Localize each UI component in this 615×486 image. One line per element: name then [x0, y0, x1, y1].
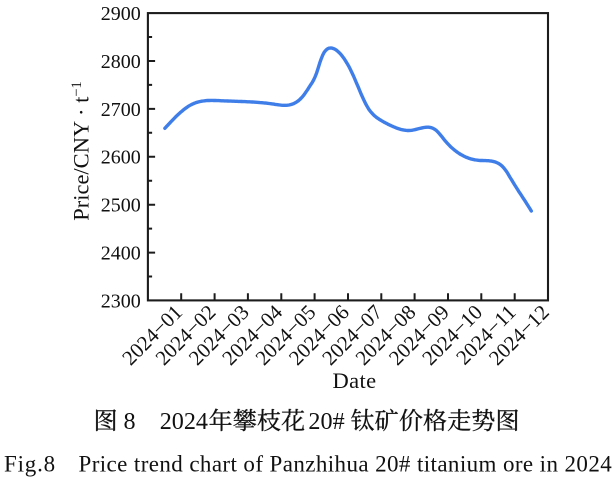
svg-text:Price/CNY · t−1: Price/CNY · t−1	[69, 81, 94, 221]
svg-text:2700: 2700	[101, 99, 141, 121]
svg-text:2: 2	[308, 408, 320, 435]
svg-text:4: 4	[196, 408, 208, 435]
svg-text:Date: Date	[332, 368, 376, 393]
svg-text:2400: 2400	[101, 243, 141, 265]
svg-text:2: 2	[160, 408, 172, 435]
svg-text:2: 2	[184, 408, 196, 435]
svg-text:2900: 2900	[101, 3, 141, 25]
svg-text:0: 0	[321, 408, 333, 435]
svg-text:2500: 2500	[101, 195, 141, 217]
svg-text:2800: 2800	[101, 51, 141, 73]
svg-text:2300: 2300	[101, 290, 141, 312]
svg-text:0: 0	[172, 408, 184, 435]
svg-text:#: #	[333, 408, 345, 435]
svg-text:2600: 2600	[101, 147, 141, 169]
svg-text:8: 8	[124, 408, 136, 435]
